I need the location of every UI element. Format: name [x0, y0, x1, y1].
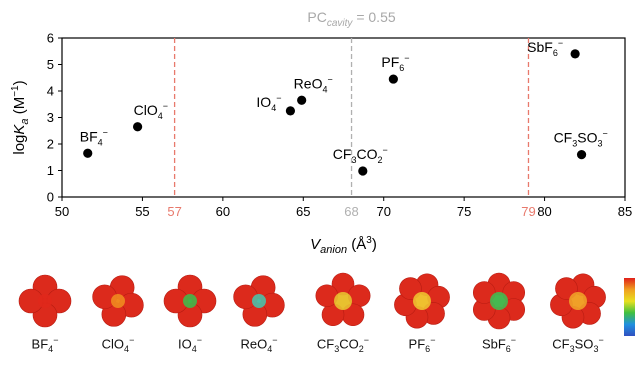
data-point-label: CF3CO2− — [333, 145, 388, 165]
molecule-4: CF3CO2− — [310, 268, 376, 371]
x-tick-label: 85 — [618, 204, 632, 219]
molecule-7: CF3SO3− — [545, 268, 611, 371]
molecule-label: BF4− — [31, 335, 59, 354]
molecule-5: PF6− — [389, 268, 455, 371]
molecule-6: SbF6− — [466, 268, 532, 371]
molecule-label: PF6− — [408, 335, 436, 354]
molecule-surface-icon — [233, 275, 285, 327]
reference-lines: 57 68 79 — [167, 38, 536, 219]
y-tick-label: 6 — [47, 31, 54, 46]
molecule-surface-icon — [18, 274, 72, 328]
molecule-label: SbF6− — [481, 335, 517, 354]
molecule-surface-icon — [315, 272, 371, 327]
molecule-center — [413, 292, 431, 310]
data-point — [576, 150, 587, 160]
data-point — [285, 106, 296, 116]
x-tick-label: 65 — [296, 204, 310, 219]
data-point — [570, 49, 580, 59]
y-axis-label: logKa (M−1) — [10, 80, 31, 154]
molecule-atom — [399, 277, 422, 300]
molecule-strip: BF4− ClO4− IO4− ReO4− CF3CO2− PF6− SbF6− CF3SO3… — [0, 268, 637, 371]
x-tick-label: 50 — [55, 204, 69, 219]
esp-colorbar — [624, 278, 635, 336]
molecule-center — [252, 294, 266, 308]
chart-title: PCcavity = 0.55 — [307, 9, 395, 29]
reference-label-57: 57 — [167, 204, 181, 219]
molecule-atom — [472, 281, 496, 304]
y-tick-label: 3 — [47, 110, 54, 125]
data-point-label: PF6− — [381, 53, 409, 73]
molecule-center — [490, 292, 508, 310]
y-tick-label: 4 — [47, 84, 54, 99]
molecule-surface-icon — [394, 273, 450, 329]
molecule-label: ReO4− — [240, 335, 278, 354]
molecule-surface-icon — [92, 275, 144, 327]
y-tick-label: 5 — [47, 57, 54, 72]
data-point — [83, 148, 93, 158]
molecule-0: BF4− — [12, 268, 78, 371]
x-axis-label: Vanion (Å3) — [310, 235, 377, 256]
data-point — [358, 166, 368, 176]
data-point-label: BF4− — [80, 127, 108, 147]
data-point — [133, 122, 143, 132]
molecule-1: ClO4− — [85, 268, 151, 371]
x-tick-label: 60 — [216, 204, 230, 219]
molecule-atom — [555, 277, 578, 300]
molecule-label: CF3SO3− — [552, 335, 604, 354]
x-tick-label: 75 — [457, 204, 471, 219]
data-point-label: ReO4− — [294, 74, 333, 94]
molecule-center — [38, 294, 52, 308]
data-point-label: CF3SO3− — [554, 129, 608, 149]
molecule-center — [334, 292, 352, 310]
molecule-label: IO4− — [177, 335, 202, 354]
y-tick-label: 0 — [47, 190, 54, 205]
reference-label-68: 68 — [344, 204, 358, 219]
scatter-chart: PCcavity = 0.55 50 55 60 65 70 75 80 850123456 … — [10, 9, 632, 256]
x-tick-label: 80 — [537, 204, 551, 219]
data-point-label: SbF6− — [527, 38, 563, 58]
data-point-label: ClO4− — [134, 101, 168, 121]
reference-label-79: 79 — [521, 204, 535, 219]
plot-axes: 50 55 60 65 70 75 80 85 0 1 2 3 4 5 6 — [47, 31, 632, 220]
y-tick-label: 1 — [47, 163, 54, 178]
molecule-center — [569, 292, 587, 310]
axis-labels: Vanion (Å3) logKa (M−1) — [10, 80, 377, 256]
y-tick-label: 2 — [47, 137, 54, 152]
data-point — [297, 95, 307, 105]
data-point-label: IO4− — [256, 93, 281, 113]
x-tick-label: 55 — [135, 204, 149, 219]
molecule-3: ReO4− — [226, 268, 292, 371]
molecule-label: CF3CO2− — [316, 335, 370, 354]
molecule-surface-icon — [550, 273, 606, 329]
molecule-2: IO4− — [157, 268, 223, 371]
molecule-center — [111, 294, 125, 308]
chart-title-text: PCcavity = 0.55 — [307, 9, 395, 29]
data-points: BF4− ClO4− IO4− ReO4− CF3CO2− PF6− SbF6− CF3SO3… — [80, 38, 608, 176]
molecule-surface-icon — [472, 272, 526, 330]
molecule-label: ClO4− — [101, 335, 135, 354]
molecule-surface-icon — [163, 274, 217, 328]
molecule-center — [183, 294, 197, 308]
x-tick-label: 70 — [376, 204, 390, 219]
data-point — [388, 74, 398, 84]
